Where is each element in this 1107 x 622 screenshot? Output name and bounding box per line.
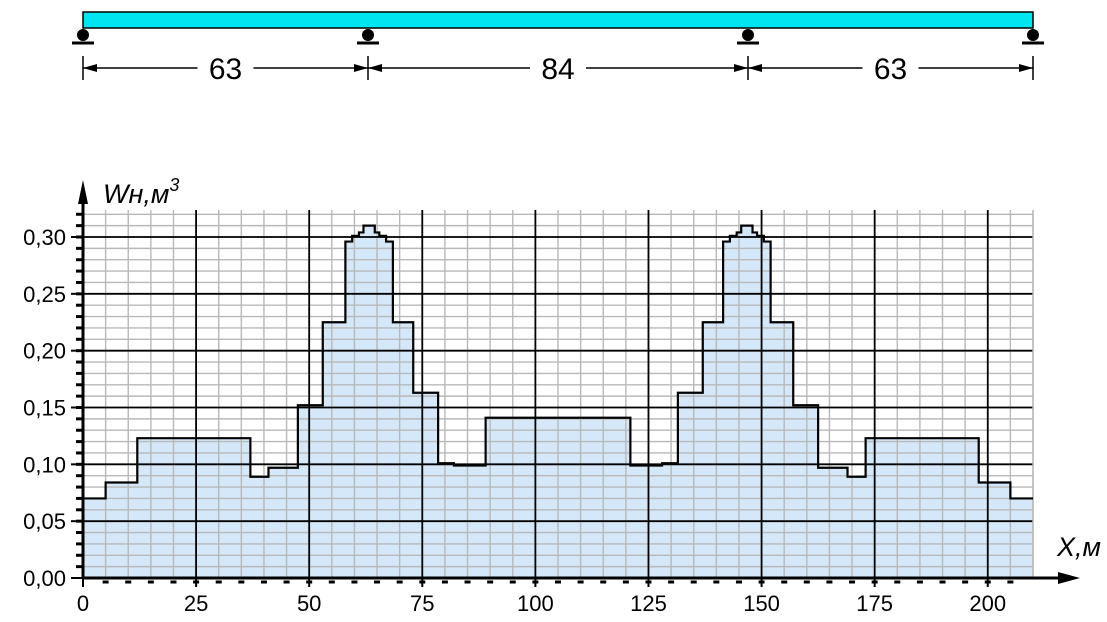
support-hinge bbox=[742, 29, 754, 41]
x-tick-label: 200 bbox=[969, 591, 1006, 616]
span-dimensions: 63 84 63 bbox=[82, 53, 1034, 86]
y-axis-ticks: 0,00 0,05 0,10 0,15 0,20 0,25 0,30 bbox=[23, 225, 83, 591]
x-tick-label: 0 bbox=[77, 591, 89, 616]
x-axis-title: X,м bbox=[1056, 532, 1101, 562]
x-axis-arrow bbox=[1058, 572, 1080, 584]
support-2 bbox=[357, 29, 379, 45]
span-label: 84 bbox=[541, 53, 574, 86]
dimension-arrow bbox=[368, 64, 382, 72]
support-hinge bbox=[362, 29, 374, 41]
support-3 bbox=[737, 29, 759, 45]
span-label: 63 bbox=[209, 53, 242, 86]
x-tick-label: 75 bbox=[410, 591, 434, 616]
x-tick-label: 125 bbox=[630, 591, 667, 616]
y-tick-label: 0,10 bbox=[23, 452, 66, 477]
dimension-arrow bbox=[1019, 64, 1033, 72]
area-fill-path bbox=[83, 225, 1033, 578]
y-tick-label: 0,20 bbox=[23, 339, 66, 364]
y-tick-label: 0,15 bbox=[23, 396, 66, 421]
major-grid bbox=[83, 210, 1034, 578]
support-hinge bbox=[77, 29, 89, 41]
x-axis-ticks: 0 25 50 75 100 125 150 175 200 bbox=[77, 578, 1006, 616]
x-tick-label: 175 bbox=[856, 591, 893, 616]
x-tick-label: 150 bbox=[743, 591, 780, 616]
chart-step-line bbox=[83, 224, 1033, 500]
step-line-path bbox=[83, 224, 1033, 500]
support-4 bbox=[1022, 29, 1044, 45]
dimension-arrow bbox=[734, 64, 748, 72]
dimension-arrow bbox=[83, 64, 97, 72]
x-tick-label: 100 bbox=[517, 591, 554, 616]
y-tick-label: 0,05 bbox=[23, 509, 66, 534]
support-hinge bbox=[1027, 29, 1039, 41]
support-1 bbox=[72, 29, 94, 45]
chart: 0 25 50 75 100 125 150 175 200 0,000,050,100,150… bbox=[23, 175, 1101, 616]
y-tick-label: 0,25 bbox=[23, 282, 66, 307]
beam-supports bbox=[72, 29, 1044, 45]
y-axis-title: Wн,м3 bbox=[103, 175, 179, 209]
y-axis-title-superscript: 3 bbox=[169, 175, 179, 195]
chart-area-fill bbox=[83, 225, 1033, 578]
dimension-arrow bbox=[354, 64, 368, 72]
beam bbox=[82, 11, 1034, 29]
y-tick-label: 0,00 bbox=[23, 566, 66, 591]
span-label: 63 bbox=[874, 53, 907, 86]
y-axis-arrow bbox=[78, 180, 88, 204]
y-tick-label: 0,30 bbox=[23, 225, 66, 250]
beam-scheme: 63 84 63 bbox=[72, 11, 1044, 86]
x-tick-label: 25 bbox=[184, 591, 208, 616]
dimension-arrow bbox=[748, 64, 762, 72]
y-axis-title-main: Wн,м bbox=[103, 179, 169, 209]
x-tick-label: 50 bbox=[297, 591, 321, 616]
